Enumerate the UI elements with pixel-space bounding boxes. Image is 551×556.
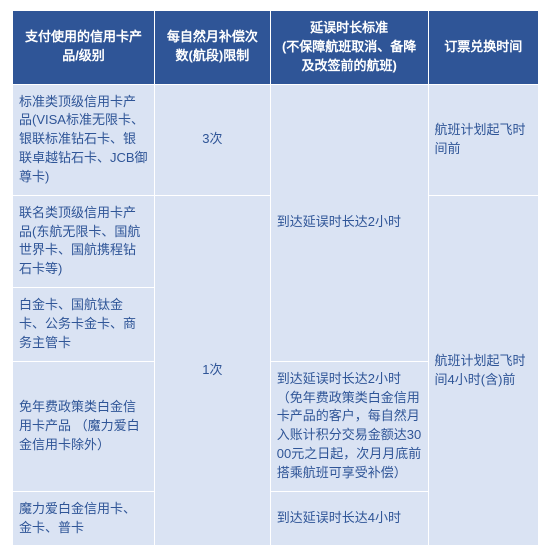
col-header-monthly-limit: 每自然月补偿次数(航段)限制: [155, 11, 271, 85]
cell-booking-time: 航班计划起飞时间前: [428, 84, 538, 195]
cell-monthly-limit: 1次: [155, 195, 271, 546]
cell-delay-standard: 到达延误时长达2小时（免年费政策类白金信用卡产品的客户，每自然月入账计积分交易金…: [270, 361, 428, 491]
cell-monthly-limit: 3次: [155, 84, 271, 195]
cell-card-product: 标准类顶级信用卡产品(VISA标准无限卡、银联标准钻石卡、银联卓越钻石卡、JCB…: [13, 84, 155, 195]
table-row: 标准类顶级信用卡产品(VISA标准无限卡、银联标准钻石卡、银联卓越钻石卡、JCB…: [13, 84, 539, 195]
cell-card-product: 联名类顶级信用卡产品(东航无限卡、国航世界卡、国航携程钻石卡等): [13, 195, 155, 287]
table-container: 支付使用的信用卡产品/级别 每自然月补偿次数(航段)限制 延误时长标准 (不保障…: [0, 0, 551, 556]
col-header-delay-standard: 延误时长标准 (不保障航班取消、备降及改签前的航班): [270, 11, 428, 85]
header-row: 支付使用的信用卡产品/级别 每自然月补偿次数(航段)限制 延误时长标准 (不保障…: [13, 11, 539, 85]
benefits-table: 支付使用的信用卡产品/级别 每自然月补偿次数(航段)限制 延误时长标准 (不保障…: [12, 10, 539, 546]
col-header-card-product: 支付使用的信用卡产品/级别: [13, 11, 155, 85]
cell-card-product: 魔力爱白金信用卡、金卡、普卡: [13, 491, 155, 546]
cell-delay-standard: 到达延误时长达2小时: [270, 84, 428, 361]
cell-card-product: 白金卡、国航钛金卡、公务卡金卡、商务主管卡: [13, 288, 155, 362]
col-header-booking-time: 订票兑换时间: [428, 11, 538, 85]
cell-booking-time: 航班计划起飞时间4小时(含)前: [428, 195, 538, 546]
cell-card-product: 免年费政策类白金信用卡产品 （魔力爱白金信用卡除外）: [13, 361, 155, 491]
cell-delay-standard: 到达延误时长达4小时: [270, 491, 428, 546]
